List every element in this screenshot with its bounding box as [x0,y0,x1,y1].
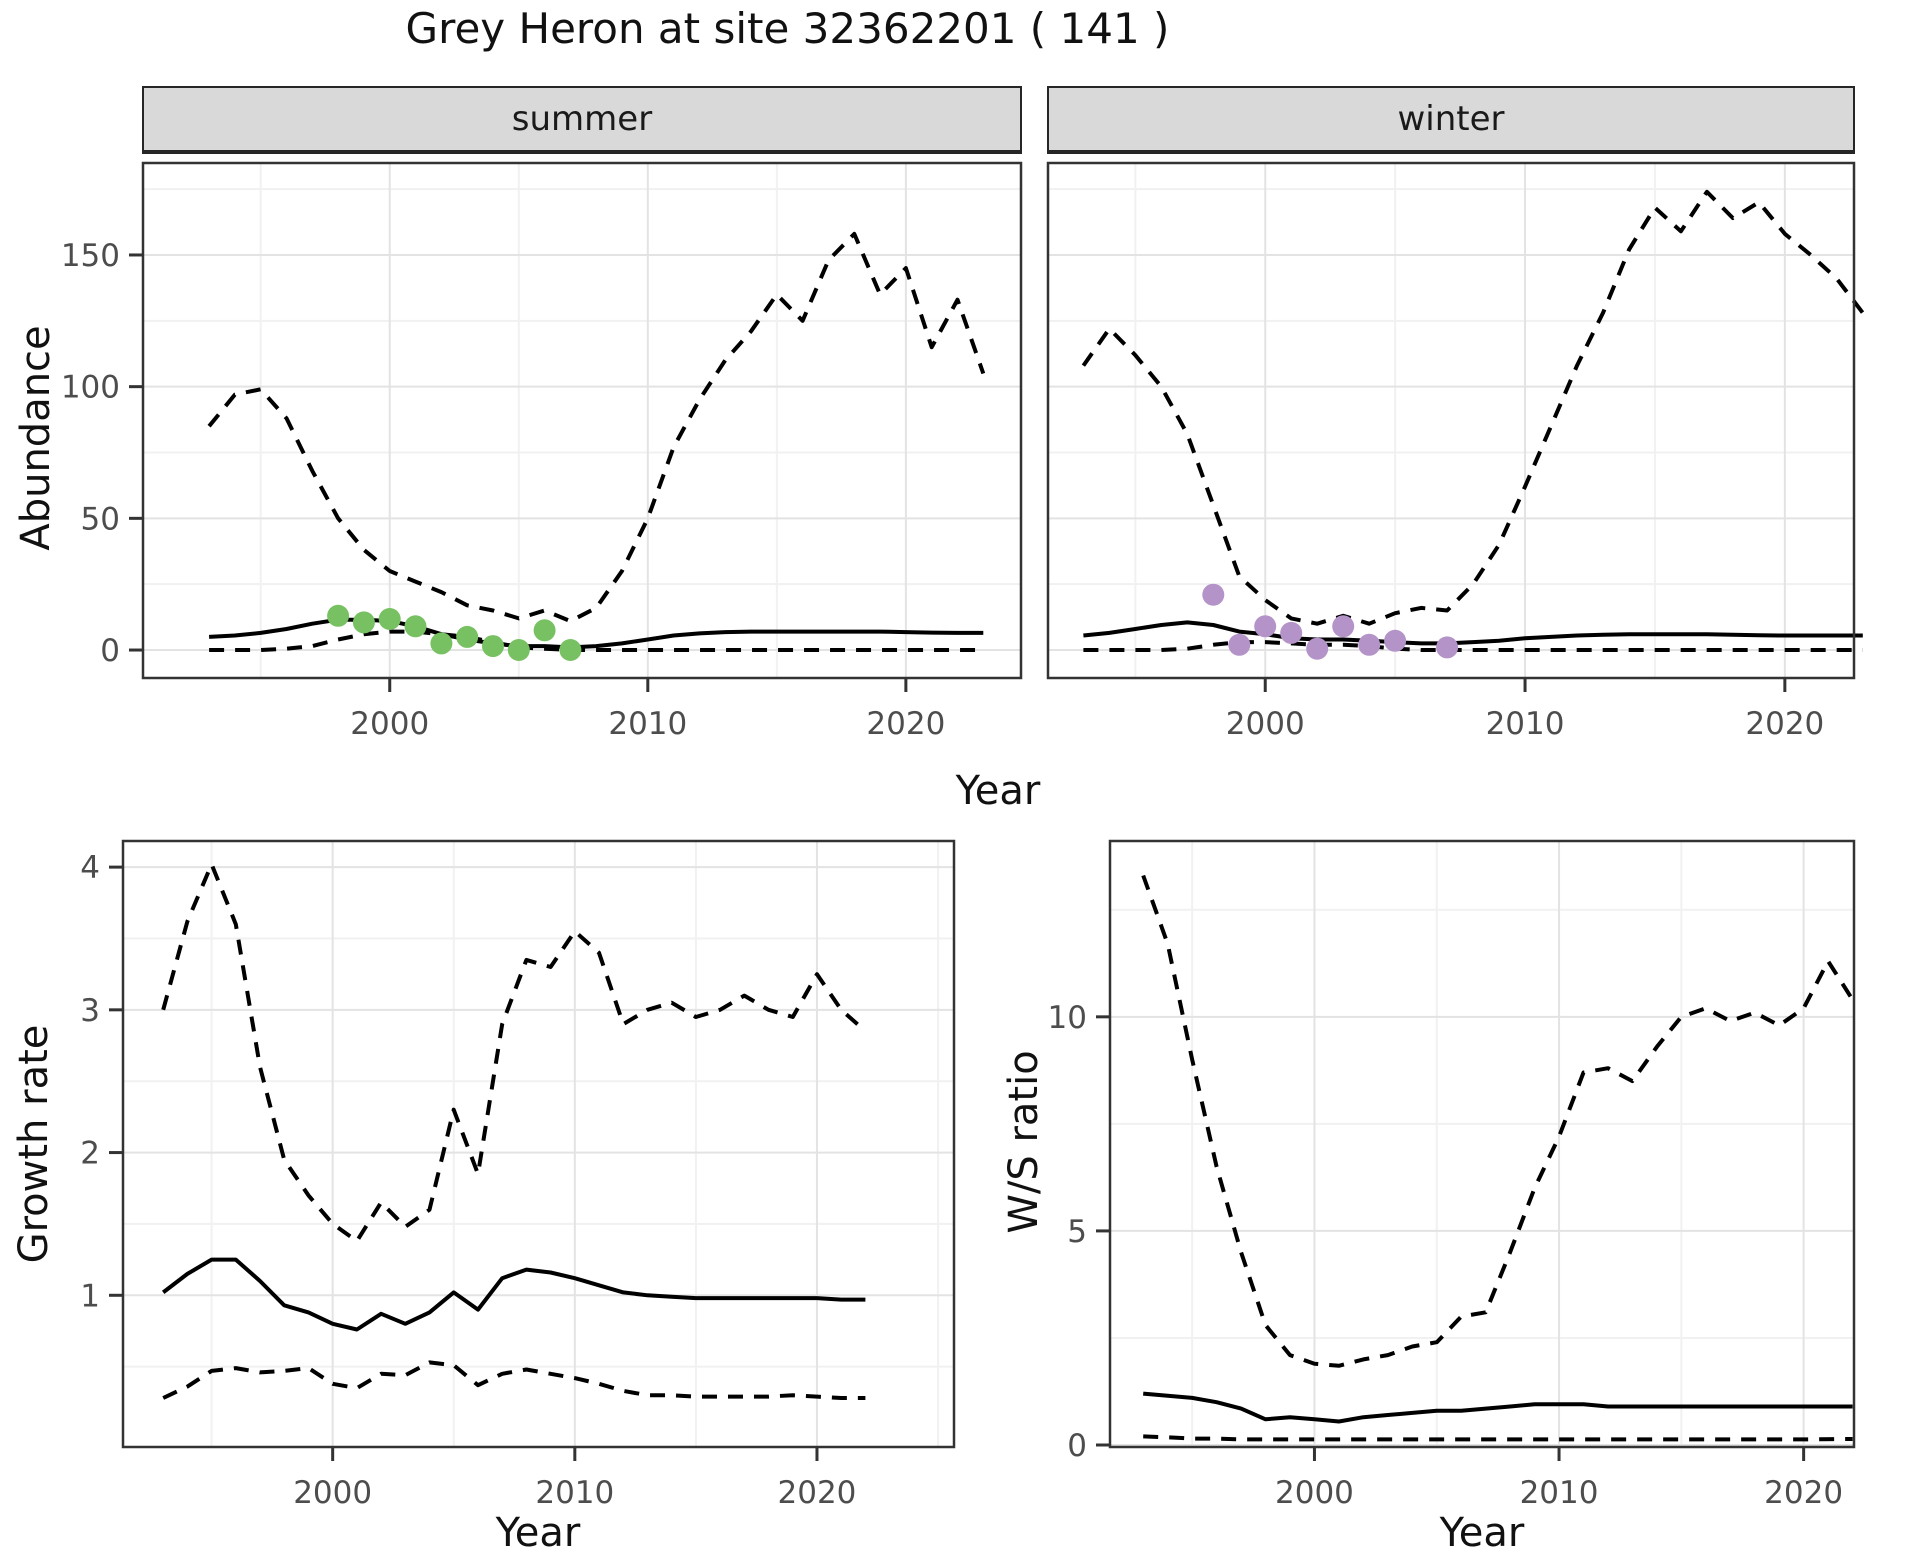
facet-strip-winter: winter [1047,86,1855,154]
winter-abundance-chart: 2000 2010 2020 [1046,161,1865,742]
facet-strip-winter-label: winter [1397,99,1505,139]
y-axis-tick-label: 1 [80,1278,100,1314]
y-axis-tick-label: 50 [81,501,120,537]
lower-ci-line [1083,640,1863,652]
x-axis-tick-label: 2010 [1486,706,1565,742]
observed-point [1202,583,1225,606]
median-line [161,1257,866,1332]
panel-border [121,839,956,1449]
panel-border [1046,161,1856,680]
observed-point [352,611,375,634]
y-axis-tick-label: 100 [61,370,120,406]
upper-ci-line [207,231,986,624]
y-axis-tick-label: 10 [1048,1000,1087,1036]
observed-point [327,604,350,627]
x-axis-tick-label: 2010 [535,1475,614,1511]
observed-point [482,635,504,658]
lower-ci-line [209,629,984,652]
summer-abundance-chart: 2000 2010 2020 0 50 100 150 [61,161,1023,742]
x-axis-tick-label: 2010 [1520,1475,1599,1511]
x-axis-tick-label: 2020 [1764,1475,1843,1511]
observed-point [1254,615,1277,638]
x-axis-tick-label: 2020 [866,706,945,742]
observed-point [378,608,401,630]
x-axis-tick-label: 2000 [293,1475,372,1511]
median-line [1143,1391,1853,1424]
upper-ci-line [1141,874,1855,1368]
x-axis-title-year-growth: Year [495,1510,581,1556]
observed-point [1332,615,1355,638]
lower-ci-line [1143,1434,1853,1442]
panel-background [142,162,1022,679]
y-axis-tick-label: 3 [80,993,100,1029]
observed-point [456,625,479,648]
panel-background [1047,162,1855,679]
y-axis-tick-label: 0 [1067,1428,1087,1464]
y-axis-tick-label: 4 [80,850,100,886]
observed-point [1358,633,1381,656]
x-axis-tick-label: 2020 [778,1475,857,1511]
y-axis-tick-label: 2 [80,1136,100,1172]
facet-strip-summer: summer [142,86,1022,154]
observed-point [1436,636,1459,659]
observed-point [507,639,530,661]
x-axis-tick-label: 2010 [608,706,687,742]
observed-point [1228,633,1251,656]
panel-border [141,161,1023,680]
observed-point [1306,637,1329,660]
x-axis-tick-label: 2000 [1275,1475,1354,1511]
x-axis-title-year-top: Year [955,768,1041,814]
observed-point [559,639,582,661]
y-axis-tick-label: 150 [61,238,120,274]
upper-ci-line [1081,189,1865,626]
y-axis-tick-label: 5 [1067,1214,1087,1250]
observed-point [404,615,427,638]
y-axis-title-abundance: Abundance [13,325,59,551]
panel-background [122,840,955,1448]
upper-ci-line [161,862,867,1244]
panel-border [1108,839,1856,1449]
observed-point [430,632,453,655]
median-line [1083,620,1863,646]
y-axis-title-growth-rate: Growth rate [11,1024,57,1264]
facet-strip-summer-label: summer [511,99,653,139]
y-axis-tick-label: 0 [100,633,120,669]
y-axis-title-ws-ratio: W/S ratio [1001,1050,1047,1234]
observed-point [533,619,556,642]
x-axis-tick-label: 2000 [350,706,429,742]
growth-rate-chart: 2000 2010 2020 1 2 3 4 [80,839,956,1511]
panel-background [1109,840,1855,1448]
x-axis-tick-label: 2020 [1745,706,1824,742]
observed-point [1280,621,1303,644]
observed-point [1384,629,1407,652]
x-axis-tick-label: 2000 [1226,706,1305,742]
ws-ratio-chart: 2000 2010 2020 0 5 10 [1048,839,1856,1511]
x-axis-title-year-ws: Year [1439,1510,1525,1556]
plot-title: Grey Heron at site 32362201 ( 141 ) [405,4,1170,53]
